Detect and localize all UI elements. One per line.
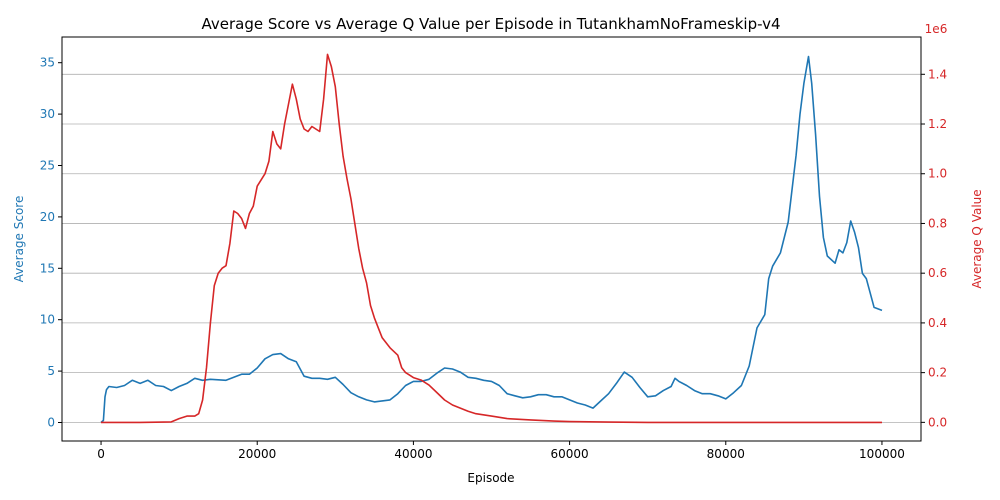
x-tick-label: 100000: [859, 447, 905, 461]
x-tick-label: 0: [97, 447, 105, 461]
average-q-value-line: [101, 53, 882, 424]
y-left-tick-label: 15: [40, 261, 55, 275]
y-left-tick-label: 35: [40, 56, 55, 70]
x-tick-label: 20000: [238, 447, 276, 461]
y-right-tick-label: 1.2: [928, 117, 947, 131]
y-left-tick-label: 25: [40, 158, 55, 172]
series-layer: [100, 53, 883, 424]
y-right-tick-label: 0.2: [928, 366, 947, 380]
plot-frame: [61, 36, 922, 442]
y-left-tick-label: 0: [47, 415, 55, 429]
x-axis: 0 20000 40000 60000 80000 100000: [97, 441, 905, 461]
x-tick-label: 80000: [707, 447, 745, 461]
average-score-line: [100, 55, 883, 424]
y-axis-right-label: Average Q Value: [970, 189, 984, 288]
y-right-tick-label: 1.0: [928, 167, 947, 181]
y-right-tick-label: 1.4: [928, 67, 947, 81]
y-axis-right-multiplier: 1e6: [925, 22, 948, 36]
y-right-tick-label: 0.0: [928, 415, 947, 429]
y-left-tick-label: 10: [40, 313, 55, 327]
x-tick-label: 40000: [394, 447, 432, 461]
y-right-tick-label: 0.8: [928, 216, 947, 230]
y-axis-left: 0 5 10 15 20 25 30 35: [40, 56, 62, 429]
chart-title: Average Score vs Average Q Value per Epi…: [201, 15, 780, 33]
y-axis-left-label: Average Score: [12, 196, 26, 283]
x-axis-label: Episode: [467, 471, 514, 485]
y-left-tick-label: 30: [40, 107, 55, 121]
x-tick-label: 60000: [550, 447, 588, 461]
y-left-tick-label: 5: [47, 364, 55, 378]
y-left-tick-label: 20: [40, 210, 55, 224]
y-right-tick-label: 0.4: [928, 316, 947, 330]
y-right-tick-label: 0.6: [928, 266, 947, 280]
y-axis-right: 0.0 0.2 0.4 0.6 0.8 1.0 1.2 1.4: [921, 67, 947, 429]
